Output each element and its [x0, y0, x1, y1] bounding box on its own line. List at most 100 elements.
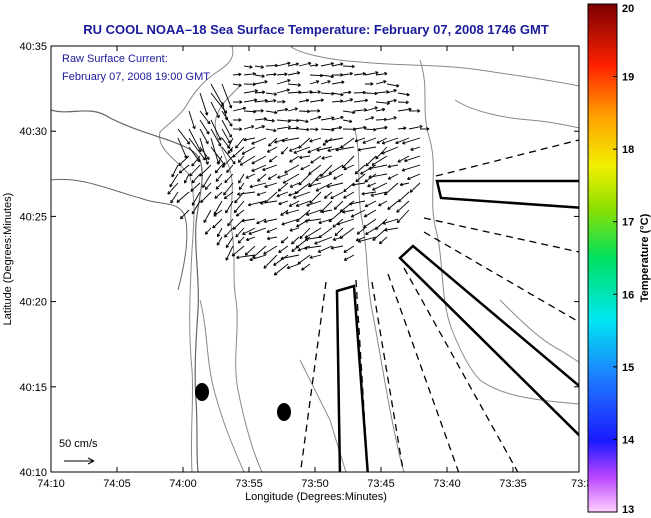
- current-vector: [213, 209, 223, 217]
- current-vector: [343, 245, 355, 253]
- current-vector: [188, 128, 202, 153]
- radial-dashed-lines: [299, 139, 579, 472]
- current-vector: [223, 191, 234, 200]
- current-vector: [215, 173, 223, 182]
- current-vector: [298, 137, 311, 149]
- current-vector: [307, 146, 322, 154]
- current-vector: [232, 146, 245, 158]
- current-vector: [381, 146, 399, 155]
- current-vector: [342, 110, 356, 115]
- current-vector: [331, 92, 344, 97]
- current-vector: [179, 209, 190, 220]
- current-vector: [276, 107, 289, 112]
- current-vector: [399, 182, 410, 187]
- dashed-line-7: [423, 217, 579, 253]
- current-vector: [188, 146, 201, 163]
- current-vector: [226, 164, 234, 174]
- current-vector: [378, 200, 388, 207]
- y-tick-label: 40:20: [19, 297, 47, 309]
- current-vector: [342, 64, 355, 69]
- current-vector: [265, 118, 275, 123]
- dashed-line-5: [403, 267, 519, 472]
- colorbar-tick-label: 15: [622, 362, 634, 374]
- colorbar-label: Temperature (°C): [639, 213, 651, 302]
- current-vector: [177, 137, 188, 159]
- y-tick-label: 40:25: [19, 211, 47, 223]
- current-vector: [191, 191, 201, 206]
- current-vector: [210, 128, 222, 147]
- current-vector: [231, 245, 245, 257]
- current-vector: [265, 63, 278, 68]
- current-vector: [277, 173, 289, 179]
- current-vector: [375, 117, 388, 122]
- current-vector: [331, 99, 344, 103]
- x-tick-label: 74:05: [103, 478, 131, 490]
- dashed-line-1: [299, 281, 327, 472]
- coastline-inlet: [51, 178, 188, 291]
- current-vector: [215, 182, 223, 190]
- current-vector: [266, 236, 278, 241]
- current-vector: [341, 155, 355, 169]
- chart-title: RU COOL NOAA–18 Sea Surface Temperature:…: [83, 22, 549, 37]
- dashed-line-2: [355, 279, 369, 472]
- annotation-line-2: February 07, 2008 19:00 GMT: [62, 71, 210, 83]
- current-vector: [189, 164, 201, 177]
- x-tick-label: 73:3: [571, 478, 592, 490]
- contour-7: [199, 299, 245, 472]
- current-vector: [238, 173, 245, 184]
- current-vector: [251, 164, 267, 172]
- current-vector: [248, 227, 267, 236]
- current-vector: [334, 227, 344, 237]
- current-vector: [397, 126, 407, 131]
- current-vector: [282, 173, 300, 184]
- current-vector: [342, 127, 357, 132]
- current-vector: [310, 155, 322, 164]
- current-vector: [397, 155, 410, 163]
- current-vector: [289, 146, 300, 152]
- current-vector: [298, 98, 310, 103]
- current-vector: [328, 209, 344, 223]
- current-vector: [221, 110, 233, 127]
- current-vector: [295, 200, 311, 208]
- current-vector: [191, 173, 201, 184]
- current-vector: [353, 108, 368, 112]
- current-vector: [183, 173, 190, 184]
- current-vector: [199, 164, 212, 177]
- current-vector: [200, 191, 212, 204]
- current-vector: [243, 89, 258, 94]
- current-vector: [331, 62, 344, 67]
- contour-2: [289, 46, 579, 87]
- current-vector: [265, 128, 277, 133]
- current-vector: [214, 164, 223, 174]
- current-vector: [401, 164, 421, 172]
- current-vector: [330, 191, 344, 199]
- contour-8: [299, 359, 347, 472]
- colorbar-tick-label: 13: [622, 504, 634, 516]
- current-vector: [276, 72, 288, 77]
- current-vector: [397, 92, 410, 97]
- current-vector: [316, 146, 333, 152]
- x-tick-label: 73:35: [499, 478, 527, 490]
- current-vector: [304, 218, 322, 223]
- current-vector: [273, 263, 289, 276]
- current-vector: [375, 90, 390, 94]
- colorbar-tick-label: 17: [622, 217, 634, 229]
- current-vector: [221, 119, 232, 138]
- contour-5: [419, 59, 579, 405]
- current-vector: [254, 90, 266, 95]
- current-vector: [396, 209, 410, 224]
- current-vector: [386, 116, 397, 121]
- current-vector: [232, 72, 242, 77]
- current-vector: [287, 83, 301, 87]
- current-vector: [254, 117, 267, 121]
- current-vector: [320, 62, 334, 67]
- current-vector: [381, 137, 399, 145]
- current-vector: [254, 74, 265, 78]
- current-vector: [243, 82, 256, 87]
- current-vector: [254, 80, 268, 85]
- current-vector: [361, 191, 377, 196]
- current-vector: [263, 218, 278, 224]
- current-vector: [331, 73, 344, 77]
- current-vector: [309, 80, 320, 85]
- current-vector: [294, 182, 311, 195]
